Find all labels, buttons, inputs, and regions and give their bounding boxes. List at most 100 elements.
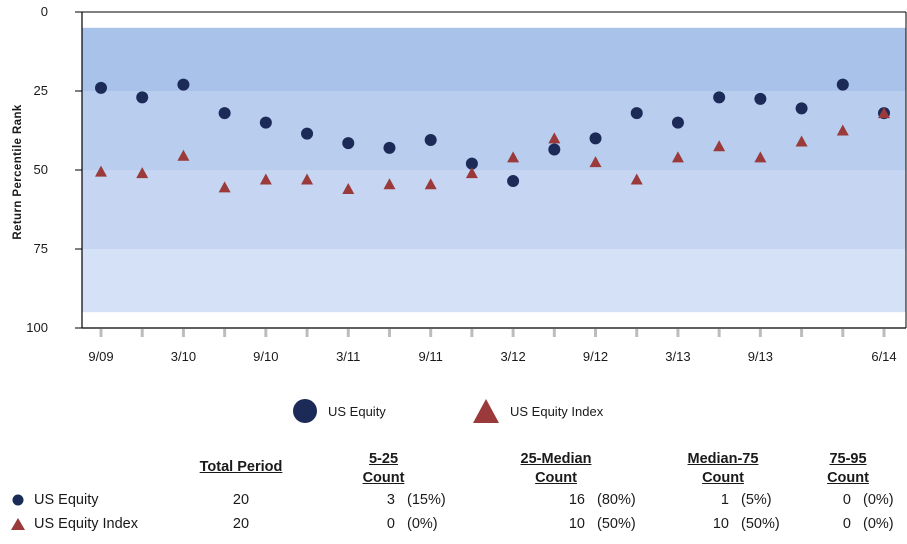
x-tick-label: 9/12 <box>583 349 608 364</box>
pct-75-95: (0%) <box>863 492 894 508</box>
legend-label-us-equity-index: US Equity Index <box>510 403 604 419</box>
data-point-us-equity <box>95 81 107 94</box>
data-point-us-equity <box>383 141 396 154</box>
data-point-us-equity-index <box>177 149 190 161</box>
data-point-us-equity-index <box>383 178 396 190</box>
circle-marker-icon <box>10 494 26 506</box>
count-5-25: 0 <box>386 516 395 532</box>
y-tick-label: 100 <box>26 320 48 335</box>
count-5-25: 3 <box>386 492 395 508</box>
header-median-75-count: Median-75 Count <box>687 451 759 486</box>
row-label: US Equity Index <box>34 516 138 532</box>
data-point-us-equity-index <box>671 151 684 163</box>
pct-75-95: (0%) <box>863 516 894 532</box>
data-point-us-equity <box>424 133 437 146</box>
x-tick-label: 6/14 <box>871 349 896 364</box>
chart-axes <box>75 11 907 337</box>
legend-label-us-equity: US Equity <box>328 403 386 419</box>
data-point-us-equity <box>177 78 190 91</box>
x-tick-label: 9/11 <box>419 349 443 364</box>
triangle-marker-icon <box>473 399 499 423</box>
data-point-us-equity-index <box>95 165 107 177</box>
header-75-95-count: 75-95 Count <box>827 451 869 486</box>
header-25-median-count: 25-Median Count <box>520 451 592 486</box>
x-tick-label: 3/13 <box>665 349 690 364</box>
percentile-band <box>82 91 906 170</box>
pct-5-25: (15%) <box>407 492 446 508</box>
legend-item-us-equity-index: US Equity Index <box>472 398 603 424</box>
row-label: US Equity <box>34 492 99 508</box>
data-point-us-equity <box>136 91 149 104</box>
x-tick-label: 9/13 <box>748 349 773 364</box>
data-point-us-equity <box>507 175 520 188</box>
pct-5-25: (0%) <box>407 516 438 532</box>
data-point-us-equity-index <box>795 135 808 147</box>
count-25-median: 16 <box>568 492 585 508</box>
circle-marker-icon <box>293 399 317 423</box>
data-point-us-equity-index <box>713 140 726 152</box>
pct-25-median: (80%) <box>597 492 636 508</box>
data-point-us-equity <box>342 137 355 150</box>
data-point-us-equity <box>836 78 849 91</box>
summary-row-us-equity: US Equity 20 3 (15%) 16 (80%) 1 (5%) 0 (… <box>10 488 901 512</box>
data-point-us-equity <box>259 116 272 129</box>
y-tick-label: 75 <box>34 241 48 256</box>
data-point-us-equity <box>630 107 643 120</box>
data-point-us-equity-index <box>136 167 149 179</box>
data-point-us-equity <box>548 143 561 156</box>
count-75-95: 0 <box>842 492 851 508</box>
y-axis-label: Return Percentile Rank <box>12 104 24 240</box>
data-point-us-equity <box>754 92 767 105</box>
legend-item-us-equity: US Equity <box>292 398 386 424</box>
x-tick-label: 9/09 <box>88 349 113 364</box>
header-5-25-count: 5-25 Count <box>362 451 405 486</box>
triangle-marker-icon <box>10 517 26 531</box>
data-point-us-equity-index <box>424 178 437 190</box>
summary-table: Total Period 5-25 Count 25-Median Count Me… <box>10 444 901 536</box>
data-point-us-equity <box>713 91 726 104</box>
data-point-us-equity-index <box>301 173 314 185</box>
count-median-75: 10 <box>712 516 729 532</box>
pct-25-median: (50%) <box>597 516 636 532</box>
data-point-us-equity-index <box>465 167 478 179</box>
pct-median-75: (5%) <box>741 492 772 508</box>
data-point-us-equity-index <box>548 132 561 144</box>
data-point-us-equity-index <box>259 173 272 185</box>
data-point-us-equity-index <box>218 181 231 193</box>
count-median-75: 1 <box>720 492 729 508</box>
data-point-us-equity-index <box>507 151 520 163</box>
data-point-us-equity-index <box>754 151 767 163</box>
percentile-rank-chart: 0 25 50 75 100 9/09 3/10 9/10 3/11 9/11 3/12 9/12 3… <box>12 4 907 364</box>
data-point-us-equity <box>218 107 231 120</box>
x-tick-label: 3/10 <box>171 349 196 364</box>
pct-median-75: (50%) <box>741 516 780 532</box>
y-tick-labels: 0 25 50 75 100 <box>26 4 48 335</box>
percentile-band <box>82 249 906 313</box>
data-point-us-equity <box>301 127 314 140</box>
data-point-us-equity-index <box>342 182 355 194</box>
data-point-us-equity-index <box>630 173 643 185</box>
x-tick-label: 3/12 <box>500 349 525 364</box>
y-tick-label: 50 <box>34 162 48 177</box>
legend: US Equity US Equity Index <box>0 398 907 432</box>
data-point-us-equity <box>589 132 602 145</box>
y-tick-label: 0 <box>41 4 48 19</box>
data-point-us-equity <box>795 102 808 115</box>
data-points <box>95 78 890 194</box>
data-point-us-equity <box>671 116 684 129</box>
header-total-period: Total Period <box>199 459 283 475</box>
data-point-us-equity <box>465 157 478 170</box>
data-point-us-equity-index <box>836 124 849 136</box>
y-tick-label: 25 <box>34 83 48 98</box>
x-tick-label: 9/10 <box>253 349 278 364</box>
total-period-value: 20 <box>232 492 250 508</box>
data-point-us-equity-index <box>589 156 602 168</box>
data-point-us-equity-index <box>878 107 890 119</box>
x-tick-label: 3/11 <box>336 349 360 364</box>
summary-row-us-equity-index: US Equity Index 20 0 (0%) 10 (50%) 10 (5… <box>10 512 901 536</box>
count-75-95: 0 <box>842 516 851 532</box>
count-25-median: 10 <box>568 516 585 532</box>
summary-header-row: Total Period 5-25 Count 25-Median Count Me… <box>10 444 901 488</box>
percentile-band <box>82 27 906 91</box>
percentile-bands <box>82 27 906 313</box>
